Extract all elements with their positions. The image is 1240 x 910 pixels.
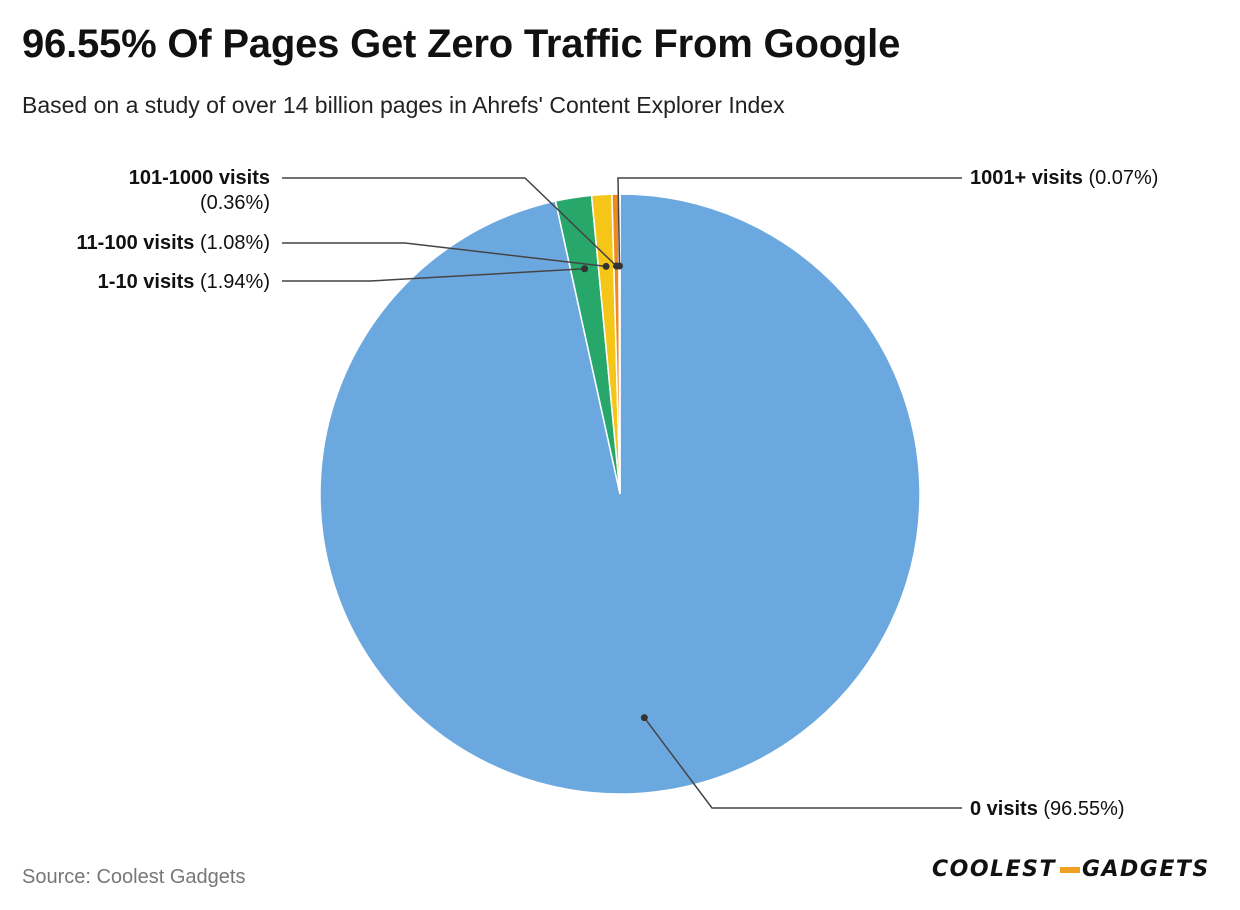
logo-dash xyxy=(1059,867,1080,873)
label-11-100-visits: 11-100 visits (1.08%) xyxy=(10,231,270,256)
label-1001-plus-pct: (0.07%) xyxy=(1088,167,1159,189)
label-101-1000-pct: (0.36%) xyxy=(199,192,270,214)
label-1-10-name: 1-10 visits xyxy=(97,271,195,293)
label-0-visits: 0 visits (96.55%) xyxy=(970,797,1125,822)
leader-line-101-1000-visits xyxy=(282,177,617,267)
leader-line-0-visits xyxy=(643,717,962,809)
leader-dot-1001-plus-visits xyxy=(615,262,623,270)
label-101-1000-visits: 101-1000 visits (0.36%) xyxy=(60,166,270,216)
label-0-pct: (96.55%) xyxy=(1043,798,1125,820)
logo-word-left: COOLEST xyxy=(932,857,1056,882)
chart-subtitle: Based on a study of over 14 billion page… xyxy=(22,92,785,118)
label-1001-plus-name: 1001+ visits xyxy=(970,167,1083,189)
leader-line-11-100-visits xyxy=(282,242,607,268)
leader-line-1-10-visits xyxy=(282,268,585,282)
leader-line-1001-plus-visits xyxy=(617,177,962,267)
label-11-100-name: 11-100 visits xyxy=(76,232,195,254)
leader-dot-1-10-visits xyxy=(581,265,589,273)
brand-logo: COOLEST GADGETS xyxy=(932,857,1210,882)
label-1-10-pct: (1.94%) xyxy=(199,271,270,293)
leader-dot-11-100-visits xyxy=(602,262,610,270)
label-0-name: 0 visits xyxy=(970,798,1038,820)
logo-word-right: GADGETS xyxy=(1081,857,1210,882)
chart-title: 96.55% Of Pages Get Zero Traffic From Go… xyxy=(22,22,901,66)
label-1-10-visits: 1-10 visits (1.94%) xyxy=(10,270,270,295)
source-note: Source: Coolest Gadgets xyxy=(22,866,246,888)
label-101-1000-name: 101-1000 visits xyxy=(128,167,270,189)
leader-dot-0-visits xyxy=(640,714,648,722)
label-11-100-pct: (1.08%) xyxy=(199,232,270,254)
label-1001-plus-visits: 1001+ visits (0.07%) xyxy=(970,166,1158,191)
